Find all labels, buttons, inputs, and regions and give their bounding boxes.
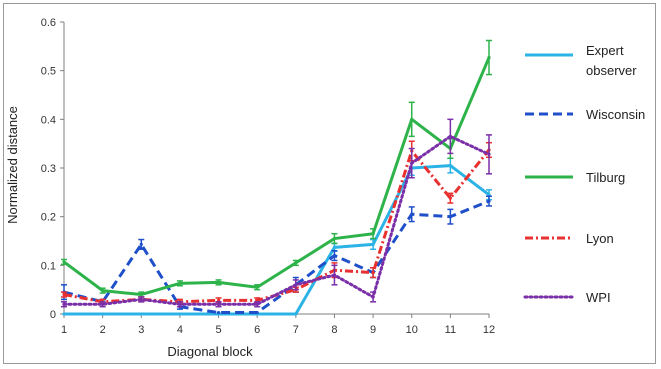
x-tick-label: 10 <box>406 324 418 336</box>
x-axis-label: Diagonal block <box>167 344 253 359</box>
data-point <box>294 283 298 287</box>
legend-item-wpi: WPI <box>523 290 611 305</box>
legend-label: WPI <box>586 290 611 305</box>
data-point <box>139 297 143 301</box>
data-point <box>448 163 452 168</box>
x-tick-label: 8 <box>331 324 337 336</box>
data-point <box>332 254 337 258</box>
x-tick-label: 7 <box>293 324 299 336</box>
data-point <box>448 196 452 200</box>
series-line-lyon <box>63 149 491 304</box>
y-tick-label: 0.1 <box>41 260 56 272</box>
data-point <box>139 292 143 297</box>
x-tick-label: 12 <box>483 324 495 336</box>
data-point <box>448 215 452 219</box>
data-point <box>101 312 105 316</box>
data-point <box>448 134 452 138</box>
data-point <box>255 310 259 315</box>
data-point <box>332 236 337 241</box>
x-tick-label: 9 <box>370 324 376 336</box>
legend-label: Wisconsin <box>586 107 645 122</box>
series-line-wisconsin <box>63 199 490 315</box>
data-point <box>139 242 143 247</box>
data-point <box>487 55 491 60</box>
data-point <box>487 152 491 156</box>
data-point <box>139 312 143 316</box>
y-tick-label: 0.5 <box>41 66 56 78</box>
legend-label: Tilburg <box>586 170 625 185</box>
data-point <box>178 281 182 285</box>
legend: Expert observer Wisconsin Tilburg Lyon WPI <box>523 43 645 305</box>
y-tick-label: 0.6 <box>41 17 56 29</box>
data-point <box>410 212 414 216</box>
series-line-expert-observer <box>64 164 490 316</box>
data-point <box>332 273 337 277</box>
x-tick-label: 11 <box>445 324 456 336</box>
legend-item-expert-observer: Expert observer <box>525 43 637 78</box>
data-point <box>294 261 298 265</box>
x-tick-label: 3 <box>138 324 144 336</box>
data-point <box>371 232 375 236</box>
plot-area <box>61 39 492 316</box>
y-tick-label: 0.4 <box>41 114 56 126</box>
x-tick-label: 1 <box>61 324 67 336</box>
data-point <box>410 117 414 121</box>
legend-label: Expert observer <box>586 43 637 78</box>
legend-item-tilburg: Tilburg <box>525 170 625 185</box>
legend-label: Lyon <box>586 231 614 246</box>
data-point <box>371 271 375 275</box>
legend-item-lyon: Lyon <box>525 231 614 246</box>
data-point <box>101 289 105 293</box>
data-point <box>487 199 491 203</box>
series-line-tilburg <box>63 56 491 297</box>
data-point <box>371 242 375 247</box>
data-point <box>62 302 66 306</box>
y-tick-label: 0.2 <box>41 212 56 224</box>
data-point <box>410 161 414 165</box>
data-point <box>216 302 221 306</box>
x-axis: 1 2 3 4 5 6 7 8 9 10 11 12 <box>61 313 495 336</box>
x-tick-label: 4 <box>177 324 183 336</box>
x-tick-label: 2 <box>100 324 106 336</box>
data-point <box>332 245 337 249</box>
data-point <box>62 260 66 264</box>
data-point <box>62 312 66 316</box>
data-point <box>101 302 105 306</box>
data-point <box>178 312 182 316</box>
data-point <box>371 295 375 299</box>
data-point <box>294 312 298 316</box>
data-point <box>255 302 259 306</box>
data-point <box>178 302 182 306</box>
data-point <box>216 280 221 284</box>
data-point <box>62 292 66 297</box>
y-tick-label: 0 <box>50 309 56 321</box>
y-axis-label: Normalized distance <box>5 106 20 224</box>
series-line-wpi <box>62 134 491 306</box>
legend-item-wisconsin: Wisconsin <box>525 107 645 122</box>
data-point <box>255 285 259 289</box>
x-tick-label: 5 <box>215 324 221 336</box>
x-tick-label: 6 <box>254 324 260 336</box>
y-axis: 0 0.1 0.2 0.3 0.4 0.5 0.6 <box>41 17 65 321</box>
series-wpi <box>61 118 492 308</box>
data-point <box>216 310 221 315</box>
y-tick-label: 0.3 <box>41 163 56 175</box>
